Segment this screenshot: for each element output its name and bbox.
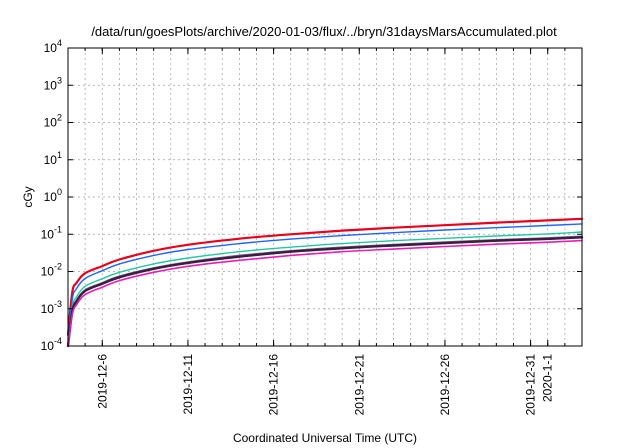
y-tick-label: 10-4 [41, 336, 62, 353]
y-tick-label: 10-3 [41, 299, 62, 316]
x-tick-label: 2019-12-21 [352, 354, 366, 416]
y-tick-label: 104 [44, 38, 62, 55]
y-axis-label: cGy [21, 186, 35, 207]
y-tick-label: 100 [44, 187, 62, 204]
y-tick-label: 102 [44, 113, 62, 130]
x-tick-label: 2019-12-11 [181, 354, 195, 415]
x-tick-label: 2019-12-31 [524, 354, 538, 416]
y-tick-label: 103 [44, 75, 62, 92]
series-line-5 [66, 236, 584, 348]
x-axis-label: Coordinated Universal Time (UTC) [233, 431, 417, 445]
y-tick-label: 10-2 [41, 262, 62, 279]
x-tick-label: 2019-12-26 [438, 354, 452, 416]
series-line-2 [67, 223, 583, 341]
series-layer [66, 217, 584, 348]
y-tick-label: 101 [44, 150, 62, 167]
x-tick-label: 2019-12-16 [267, 354, 281, 416]
x-axis-ticks: 2019-12-6 2019-12-11 2019-12-16 2019-12-21 2… [84, 48, 566, 416]
grid-lines [68, 48, 582, 346]
series-line-1 [66, 217, 584, 336]
chart-title: /data/run/goesPlots/archive/2020-01-03/f… [91, 24, 557, 39]
y-tick-label: 10-1 [41, 224, 62, 241]
series-line-3 [67, 231, 583, 347]
x-tick-label: 2019-12-6 [95, 354, 109, 409]
series-line-6 [67, 239, 583, 347]
y-axis-ticks: 10-4 10-3 10-2 10-1 100 101 102 103 104 [41, 38, 582, 353]
x-tick-label: 2020-1-1 [541, 354, 555, 402]
